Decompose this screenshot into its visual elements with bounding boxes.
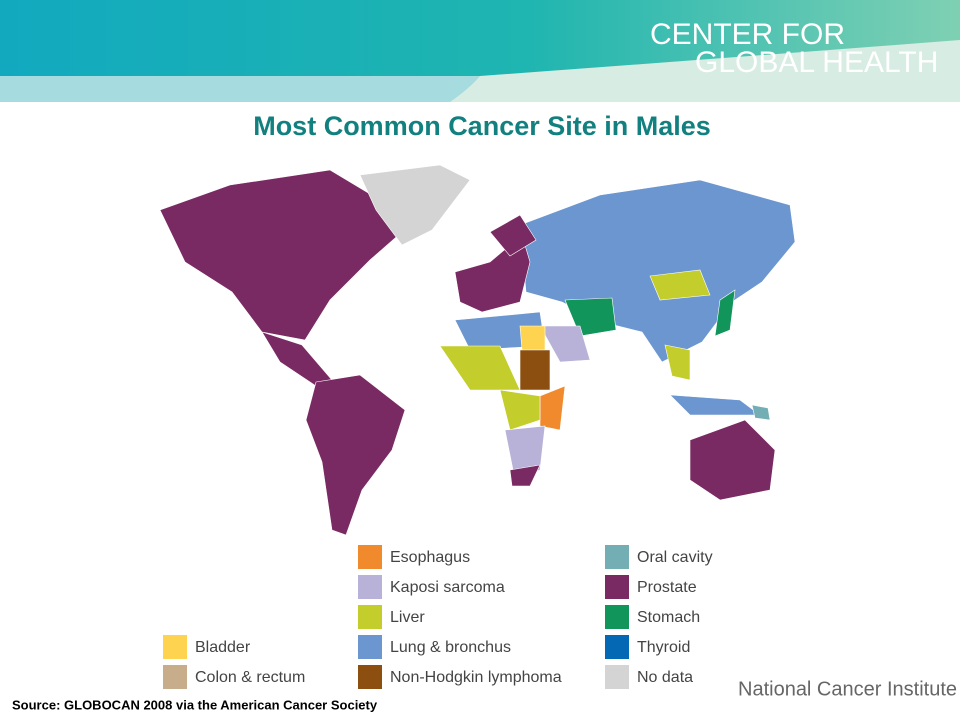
slide-title: Most Common Cancer Site in Males	[253, 111, 711, 141]
legend-swatch	[163, 635, 187, 659]
legend-swatch	[358, 545, 382, 569]
legend-label: Colon & rectum	[195, 669, 305, 686]
legend-swatch	[163, 665, 187, 689]
header-wave	[0, 76, 480, 102]
legend: Bladder Colon & rectum Esophagus Kaposi sar…	[163, 545, 713, 689]
legend-label: Stomach	[637, 609, 700, 626]
legend-label: No data	[637, 669, 693, 686]
source-note: Source: GLOBOCAN 2008 via the American C…	[12, 697, 378, 712]
legend-swatch	[605, 635, 629, 659]
legend-swatch	[605, 605, 629, 629]
region	[519, 325, 546, 351]
legend-swatch	[605, 545, 629, 569]
region	[649, 269, 711, 301]
footer-logo: National Cancer Institute	[738, 678, 957, 700]
legend-swatch	[358, 605, 382, 629]
header-line1: CENTER FOR	[650, 18, 845, 51]
legend-label: Thyroid	[637, 639, 690, 656]
legend-label: Lung & bronchus	[390, 639, 511, 656]
region	[305, 374, 406, 536]
legend-label: Liver	[390, 609, 425, 626]
legend-label: Esophagus	[390, 549, 470, 566]
legend-swatch	[605, 665, 629, 689]
region	[519, 349, 551, 391]
region	[689, 419, 776, 501]
region	[359, 164, 471, 246]
legend-label: Non-Hodgkin lymphoma	[390, 669, 562, 686]
legend-swatch	[605, 575, 629, 599]
region	[539, 325, 591, 363]
legend-label: Bladder	[195, 639, 251, 656]
legend-swatch	[358, 575, 382, 599]
region	[489, 214, 537, 257]
region	[499, 389, 541, 431]
region	[664, 344, 691, 381]
legend-swatch	[358, 635, 382, 659]
legend-swatch	[358, 665, 382, 689]
world-map	[159, 164, 796, 536]
header-line2: GLOBAL HEALTH	[695, 46, 938, 79]
legend-label: Kaposi sarcoma	[390, 579, 505, 596]
region	[159, 169, 411, 341]
region	[509, 464, 541, 487]
header-band	[0, 0, 960, 76]
legend-label: Oral cavity	[637, 549, 713, 566]
legend-label: Prostate	[637, 579, 697, 596]
region	[714, 289, 736, 337]
region	[751, 404, 771, 421]
